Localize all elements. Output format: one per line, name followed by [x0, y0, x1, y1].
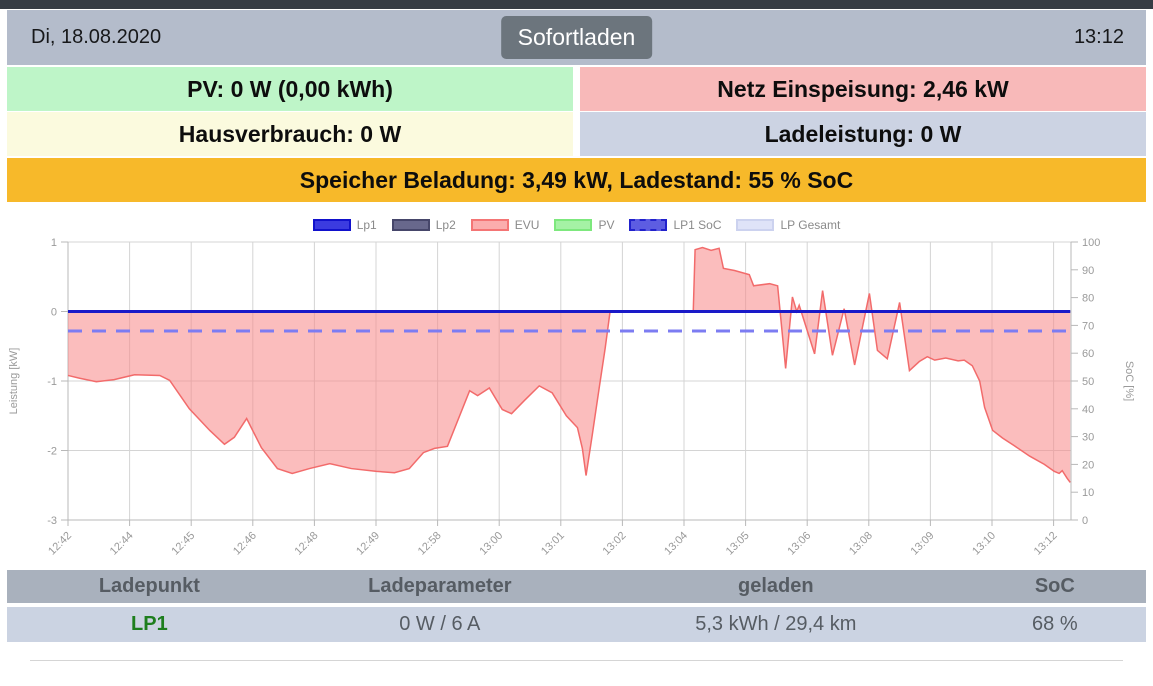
svg-text:0: 0 — [51, 307, 57, 319]
soc-axis-title: SoC [%] — [1123, 361, 1135, 401]
svg-text:13:00: 13:00 — [477, 530, 505, 558]
grid-feedin-tile: Netz Einspeisung: 2,46 kW — [580, 67, 1146, 111]
svg-text:10: 10 — [1082, 487, 1094, 499]
svg-text:0: 0 — [1082, 515, 1088, 527]
svg-text:90: 90 — [1082, 265, 1094, 277]
svg-text:70: 70 — [1082, 320, 1094, 332]
legend-item-evu[interactable]: EVU — [470, 217, 540, 232]
svg-text:13:05: 13:05 — [724, 530, 752, 558]
svg-text:13:09: 13:09 — [909, 530, 937, 558]
legend-item-lp2[interactable]: Lp2 — [391, 217, 456, 232]
legend-item-lp1-soc[interactable]: LP1 SoC — [629, 218, 721, 232]
svg-text:100: 100 — [1082, 237, 1100, 249]
legend-item-pv[interactable]: PV — [554, 218, 614, 232]
legend-swatch — [470, 218, 509, 231]
battery-tile: Speicher Beladung: 3,49 kW, Ladestand: 5… — [7, 158, 1146, 202]
legend-label: LP Gesamt — [780, 217, 841, 232]
svg-text:80: 80 — [1082, 293, 1094, 305]
svg-text:12:48: 12:48 — [293, 530, 321, 558]
clock-label: 13:12 — [1073, 26, 1124, 48]
footer-divider — [30, 660, 1123, 661]
chargepoint-table: Ladepunkt Ladeparameter geladen SoC LP1 … — [7, 570, 1146, 642]
legend-item-lp1[interactable]: Lp1 — [312, 217, 377, 232]
page-content: Di, 18.08.2020 Sofortladen 13:12 PV: 0 W… — [7, 10, 1146, 661]
legend-swatch — [736, 218, 775, 231]
charge-power-tile: Ladeleistung: 0 W — [580, 112, 1146, 156]
chart-legend: Lp1 Lp2 EVU PV LP1 SoC LP Gesamt — [7, 205, 1146, 235]
header-bar: Di, 18.08.2020 Sofortladen 13:12 — [7, 10, 1146, 65]
house-consumption-tile: Hausverbrauch: 0 W — [7, 112, 573, 156]
svg-text:13:06: 13:06 — [785, 530, 813, 558]
pv-tile-label: PV: 0 W (0,00 kWh) — [187, 75, 393, 102]
svg-text:13:10: 13:10 — [970, 530, 998, 558]
charged-energy: 5,3 kWh / 29,4 km — [695, 613, 857, 635]
svg-text:-2: -2 — [47, 446, 57, 458]
legend-label: LP1 SoC — [673, 217, 722, 232]
svg-text:12:45: 12:45 — [169, 530, 197, 558]
svg-text:50: 50 — [1082, 376, 1094, 388]
svg-text:12:44: 12:44 — [108, 530, 136, 558]
svg-text:1: 1 — [51, 237, 57, 249]
legend-item-lp-gesamt[interactable]: LP Gesamt — [736, 218, 840, 232]
top-strip — [0, 0, 1153, 9]
x-axis-labels: 12:42 12:44 12:45 12:46 12:48 12:49 12:58 13:00… — [46, 530, 1060, 558]
svg-text:60: 60 — [1082, 348, 1094, 360]
power-chart: Lp1 Lp2 EVU PV LP1 SoC LP Gesamt 12:42 12:44 12… — [7, 205, 1146, 570]
svg-text:12:46: 12:46 — [231, 530, 259, 558]
kw-axis-labels: 1 0 -1 -2 -3 — [47, 237, 57, 527]
charge-power-tile-label: Ladeleistung: 0 W — [764, 120, 962, 147]
col-ladeparameter: Ladeparameter — [368, 575, 512, 597]
svg-text:-3: -3 — [47, 515, 57, 527]
series-evu-line — [67, 246, 1071, 483]
svg-text:13:02: 13:02 — [601, 530, 629, 558]
soc-value: 68 % — [1032, 613, 1078, 635]
legend-swatch — [312, 218, 351, 231]
svg-text:13:12: 13:12 — [1032, 530, 1060, 558]
battery-tile-label: Speicher Beladung: 3,49 kW, Ladestand: 5… — [299, 166, 854, 193]
svg-text:13:08: 13:08 — [847, 530, 875, 558]
legend-label: EVU — [514, 217, 540, 232]
table-row: LP1 0 W / 6 A 5,3 kWh / 29,4 km 68 % — [7, 607, 1146, 642]
chart-canvas: 12:42 12:44 12:45 12:46 12:48 12:49 12:58 13:00… — [8, 237, 1135, 558]
legend-swatch — [391, 218, 430, 231]
col-geladen: geladen — [738, 575, 814, 597]
svg-text:-1: -1 — [47, 376, 57, 388]
svg-text:13:04: 13:04 — [662, 530, 690, 558]
svg-text:12:49: 12:49 — [354, 530, 382, 558]
svg-text:20: 20 — [1082, 459, 1094, 471]
charge-mode-button[interactable]: Sofortladen — [500, 16, 653, 59]
charge-parameters: 0 W / 6 A — [399, 613, 481, 635]
col-soc: SoC — [1034, 575, 1075, 597]
soc-axis-labels: 0 10 20 30 40 50 60 70 80 90 100 — [1082, 237, 1100, 527]
legend-swatch — [629, 218, 668, 231]
legend-label: Lp2 — [435, 217, 456, 232]
status-tiles: PV: 0 W (0,00 kWh) Netz Einspeisung: 2,4… — [7, 67, 1146, 202]
grid-feedin-tile-label: Netz Einspeisung: 2,46 kW — [717, 75, 1009, 102]
pv-tile: PV: 0 W (0,00 kWh) — [7, 67, 573, 111]
house-consumption-tile-label: Hausverbrauch: 0 W — [178, 120, 402, 147]
legend-label: Lp1 — [356, 217, 377, 232]
svg-text:30: 30 — [1082, 432, 1094, 444]
table-header-row: Ladepunkt Ladeparameter geladen SoC — [7, 570, 1146, 603]
legend-label: PV — [598, 217, 615, 232]
legend-swatch — [554, 218, 593, 231]
svg-text:13:01: 13:01 — [539, 530, 567, 558]
series-evu-area — [68, 247, 1071, 483]
col-ladepunkt: Ladepunkt — [98, 575, 200, 597]
svg-text:12:58: 12:58 — [416, 530, 444, 558]
svg-text:40: 40 — [1082, 404, 1094, 416]
date-label: Di, 18.08.2020 — [31, 26, 162, 48]
svg-text:12:42: 12:42 — [46, 530, 74, 558]
chargepoint-name: LP1 — [131, 613, 168, 635]
kw-axis-title: Leistung [kW] — [8, 348, 20, 415]
